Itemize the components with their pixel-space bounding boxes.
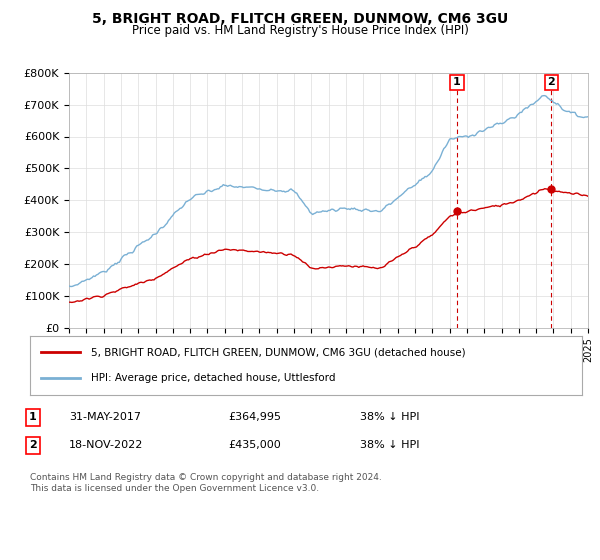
Text: £364,995: £364,995 [228, 412, 281, 422]
Text: 2: 2 [547, 77, 555, 87]
Text: HPI: Average price, detached house, Uttlesford: HPI: Average price, detached house, Uttl… [91, 374, 335, 384]
Text: 1: 1 [29, 412, 37, 422]
Text: 5, BRIGHT ROAD, FLITCH GREEN, DUNMOW, CM6 3GU: 5, BRIGHT ROAD, FLITCH GREEN, DUNMOW, CM… [92, 12, 508, 26]
Text: 18-NOV-2022: 18-NOV-2022 [69, 440, 143, 450]
Text: 1: 1 [453, 77, 461, 87]
Text: 2: 2 [29, 440, 37, 450]
Text: £435,000: £435,000 [228, 440, 281, 450]
Text: 31-MAY-2017: 31-MAY-2017 [69, 412, 141, 422]
Text: 5, BRIGHT ROAD, FLITCH GREEN, DUNMOW, CM6 3GU (detached house): 5, BRIGHT ROAD, FLITCH GREEN, DUNMOW, CM… [91, 347, 466, 357]
Text: Contains HM Land Registry data © Crown copyright and database right 2024.
This d: Contains HM Land Registry data © Crown c… [30, 473, 382, 493]
Text: 38% ↓ HPI: 38% ↓ HPI [360, 440, 419, 450]
Text: 38% ↓ HPI: 38% ↓ HPI [360, 412, 419, 422]
Text: Price paid vs. HM Land Registry's House Price Index (HPI): Price paid vs. HM Land Registry's House … [131, 24, 469, 36]
